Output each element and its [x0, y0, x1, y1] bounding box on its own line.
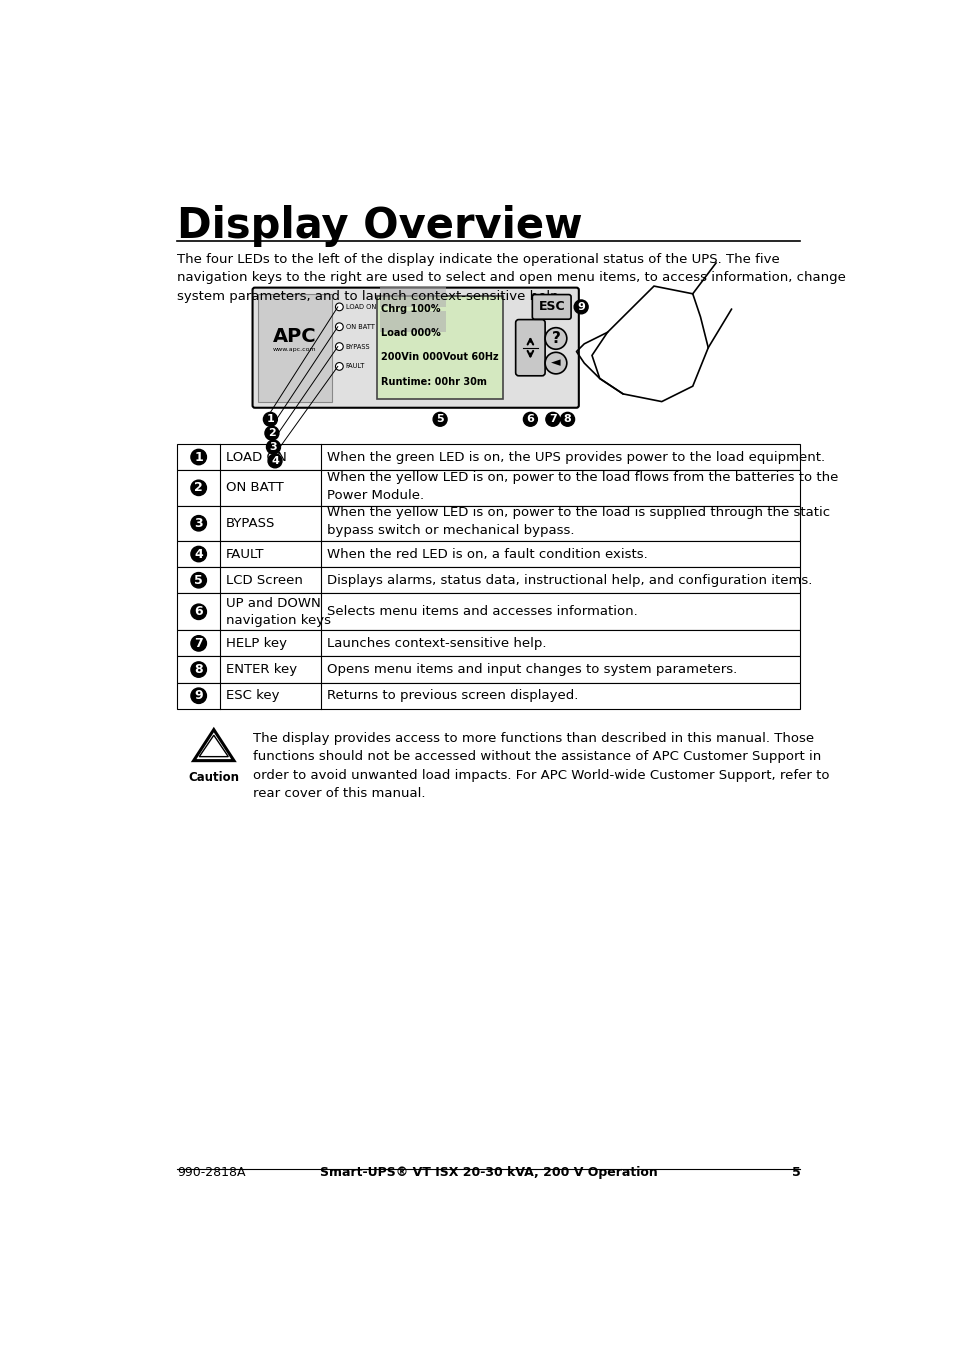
Text: ESC key: ESC key: [226, 689, 279, 703]
Text: FAULT: FAULT: [345, 363, 365, 369]
Text: 7: 7: [194, 636, 203, 650]
Circle shape: [191, 546, 206, 562]
Circle shape: [560, 412, 574, 426]
Text: 9: 9: [577, 301, 584, 312]
Text: 4: 4: [271, 455, 278, 466]
Circle shape: [265, 426, 278, 440]
Circle shape: [335, 343, 343, 350]
Text: HELP key: HELP key: [226, 636, 287, 650]
Polygon shape: [193, 730, 233, 761]
Text: BYPASS: BYPASS: [226, 516, 275, 530]
FancyBboxPatch shape: [516, 320, 544, 376]
FancyBboxPatch shape: [253, 288, 578, 408]
Text: Display Overview: Display Overview: [177, 205, 582, 247]
Text: When the yellow LED is on, power to the load is supplied through the static
bypa: When the yellow LED is on, power to the …: [327, 507, 829, 536]
Circle shape: [191, 688, 206, 704]
Circle shape: [191, 480, 206, 496]
Text: 200Vin 000Vout 60Hz: 200Vin 000Vout 60Hz: [381, 353, 498, 362]
Text: Displays alarms, status data, instructional help, and configuration items.: Displays alarms, status data, instructio…: [327, 574, 811, 586]
Bar: [377, 296, 502, 400]
Circle shape: [191, 516, 206, 531]
Text: 5: 5: [436, 415, 443, 424]
Text: 1: 1: [194, 450, 203, 463]
Bar: [257, 293, 332, 401]
Bar: [177, 631, 800, 657]
Text: 1: 1: [266, 415, 274, 424]
Text: When the yellow LED is on, power to the load flows from the batteries to the
Pow: When the yellow LED is on, power to the …: [327, 471, 838, 501]
Text: The four LEDs to the left of the display indicate the operational status of the : The four LEDs to the left of the display…: [177, 253, 845, 303]
Circle shape: [191, 636, 206, 651]
Text: 8: 8: [563, 415, 571, 424]
Text: Smart-UPS® VT ISX 20-30 kVA, 200 V Operation: Smart-UPS® VT ISX 20-30 kVA, 200 V Opera…: [319, 1166, 658, 1179]
Text: FAULT: FAULT: [226, 547, 264, 561]
Text: ENTER key: ENTER key: [226, 663, 297, 676]
Circle shape: [191, 573, 206, 588]
Bar: [177, 470, 800, 505]
Bar: [177, 567, 800, 593]
Text: 990-2818A: 990-2818A: [177, 1166, 246, 1179]
Circle shape: [263, 412, 277, 426]
Text: When the green LED is on, the UPS provides power to the load equipment.: When the green LED is on, the UPS provid…: [327, 450, 824, 463]
Circle shape: [544, 353, 566, 374]
Text: UP and DOWN
navigation keys: UP and DOWN navigation keys: [226, 597, 331, 627]
Circle shape: [268, 454, 282, 467]
Text: BYPASS: BYPASS: [345, 343, 370, 350]
Text: ON BATT: ON BATT: [345, 324, 374, 330]
Text: 5: 5: [791, 1166, 800, 1179]
Text: 5: 5: [194, 574, 203, 586]
Text: 6: 6: [526, 415, 534, 424]
Circle shape: [574, 300, 587, 313]
Bar: [177, 682, 800, 709]
Bar: [379, 286, 446, 308]
Circle shape: [335, 303, 343, 311]
Text: ?: ?: [551, 331, 559, 346]
Text: Returns to previous screen displayed.: Returns to previous screen displayed.: [327, 689, 578, 703]
Text: www.apc.com: www.apc.com: [273, 347, 316, 351]
Text: LCD Screen: LCD Screen: [226, 574, 303, 586]
Text: Load 000%: Load 000%: [381, 328, 440, 338]
Circle shape: [191, 604, 206, 620]
Text: 9: 9: [194, 689, 203, 703]
Text: LOAD ON: LOAD ON: [345, 304, 375, 309]
Bar: [177, 505, 800, 540]
Text: Chrg 100%: Chrg 100%: [381, 304, 440, 313]
Text: 8: 8: [194, 663, 203, 676]
Text: LOAD ON: LOAD ON: [226, 450, 287, 463]
Circle shape: [544, 328, 566, 349]
Text: Selects menu items and accesses information.: Selects menu items and accesses informat…: [327, 605, 637, 619]
Circle shape: [335, 323, 343, 331]
Circle shape: [523, 412, 537, 426]
Text: The display provides access to more functions than described in this manual. Tho: The display provides access to more func…: [253, 732, 828, 800]
Text: ON BATT: ON BATT: [226, 481, 284, 494]
Text: Opens menu items and input changes to system parameters.: Opens menu items and input changes to sy…: [327, 663, 737, 676]
Text: Launches context-sensitive help.: Launches context-sensitive help.: [327, 636, 546, 650]
Text: 4: 4: [194, 547, 203, 561]
Circle shape: [266, 440, 280, 454]
Text: 2: 2: [194, 481, 203, 494]
Text: APC: APC: [273, 327, 316, 346]
Circle shape: [191, 450, 206, 465]
Circle shape: [335, 362, 343, 370]
Text: ◄: ◄: [551, 357, 560, 370]
Bar: [177, 657, 800, 682]
Bar: [177, 444, 800, 470]
Bar: [177, 593, 800, 631]
Circle shape: [545, 412, 559, 426]
FancyBboxPatch shape: [532, 295, 571, 319]
Text: ESC: ESC: [537, 300, 564, 313]
Bar: [379, 311, 446, 332]
Text: 7: 7: [548, 415, 557, 424]
Circle shape: [433, 412, 447, 426]
Polygon shape: [592, 286, 707, 401]
Text: 3: 3: [194, 516, 203, 530]
Text: Runtime: 00hr 30m: Runtime: 00hr 30m: [381, 377, 487, 386]
Circle shape: [191, 662, 206, 677]
Text: Caution: Caution: [188, 771, 239, 785]
Text: 6: 6: [194, 605, 203, 619]
Text: 2: 2: [268, 428, 275, 438]
Text: When the red LED is on, a fault condition exists.: When the red LED is on, a fault conditio…: [327, 547, 647, 561]
Bar: [177, 540, 800, 567]
Text: 3: 3: [270, 442, 277, 453]
